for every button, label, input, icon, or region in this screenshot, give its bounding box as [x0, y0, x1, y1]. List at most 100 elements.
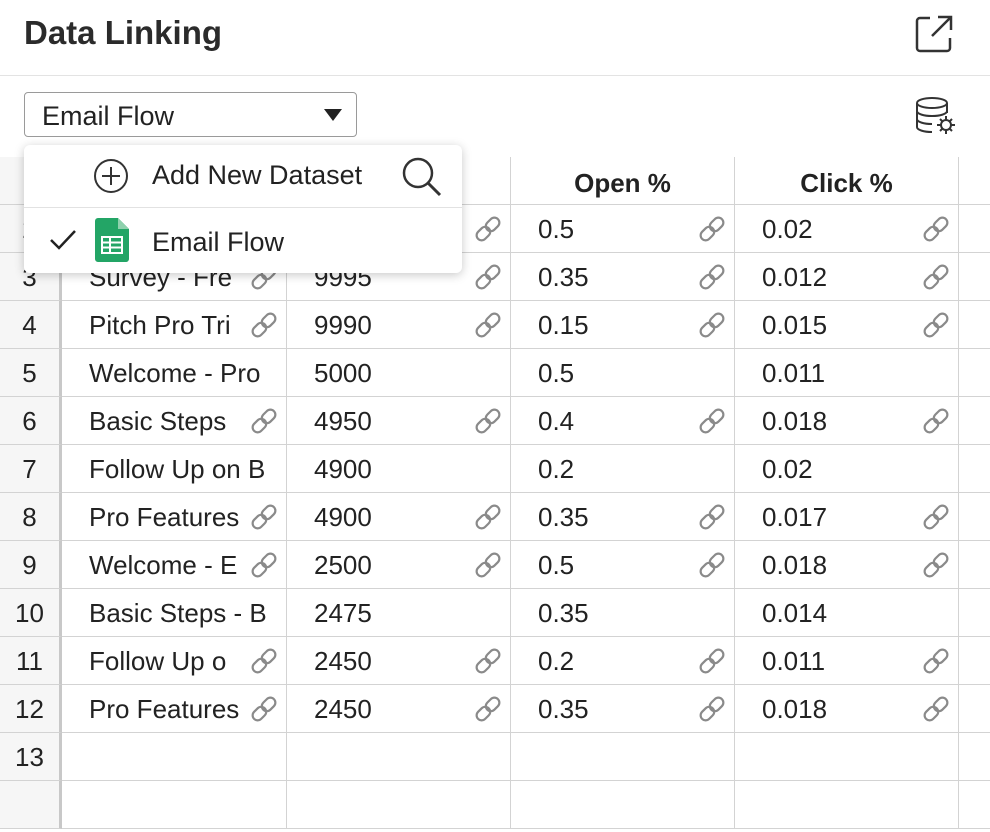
- link-icon[interactable]: [249, 694, 279, 724]
- link-icon[interactable]: [921, 310, 951, 340]
- link-icon[interactable]: [921, 214, 951, 244]
- link-icon[interactable]: [249, 550, 279, 580]
- data-cell[interactable]: 0.012: [735, 253, 959, 301]
- link-icon[interactable]: [249, 310, 279, 340]
- data-cell[interactable]: Pro Features: [62, 685, 287, 733]
- data-cell[interactable]: [511, 733, 735, 781]
- data-cell[interactable]: 2450: [287, 685, 511, 733]
- link-icon[interactable]: [473, 262, 503, 292]
- data-cell[interactable]: [959, 541, 990, 589]
- data-cell[interactable]: 0.15: [511, 301, 735, 349]
- link-icon[interactable]: [473, 214, 503, 244]
- data-cell[interactable]: 0.2: [511, 637, 735, 685]
- data-cell[interactable]: [62, 733, 287, 781]
- link-icon[interactable]: [473, 550, 503, 580]
- data-cell[interactable]: [511, 781, 735, 829]
- menu-item-add[interactable]: Add New Dataset: [24, 145, 462, 208]
- link-icon[interactable]: [697, 646, 727, 676]
- data-cell[interactable]: 0.35: [511, 685, 735, 733]
- link-icon[interactable]: [697, 694, 727, 724]
- link-icon[interactable]: [921, 262, 951, 292]
- data-cell[interactable]: [959, 493, 990, 541]
- link-icon[interactable]: [697, 550, 727, 580]
- data-cell[interactable]: 5000: [287, 349, 511, 397]
- data-cell[interactable]: 4900: [287, 445, 511, 493]
- link-icon[interactable]: [473, 406, 503, 436]
- link-icon[interactable]: [921, 406, 951, 436]
- data-cell[interactable]: 0.2: [511, 445, 735, 493]
- data-cell[interactable]: Welcome - Pro: [62, 349, 287, 397]
- data-cell[interactable]: 0.02: [735, 205, 959, 253]
- data-cell[interactable]: [959, 349, 990, 397]
- link-icon[interactable]: [697, 262, 727, 292]
- link-icon[interactable]: [473, 646, 503, 676]
- link-icon[interactable]: [921, 694, 951, 724]
- data-cell[interactable]: [959, 445, 990, 493]
- data-cell[interactable]: Pitch Pro Tri: [62, 301, 287, 349]
- data-cell[interactable]: 0.5: [511, 205, 735, 253]
- link-icon[interactable]: [249, 406, 279, 436]
- data-cell[interactable]: 0.011: [735, 637, 959, 685]
- data-cell[interactable]: [959, 637, 990, 685]
- database-settings-icon[interactable]: [914, 96, 958, 136]
- data-cell[interactable]: 9990: [287, 301, 511, 349]
- data-cell[interactable]: 2450: [287, 637, 511, 685]
- data-cell[interactable]: 4900: [287, 493, 511, 541]
- data-cell[interactable]: 0.018: [735, 541, 959, 589]
- data-cell[interactable]: [959, 781, 990, 829]
- column-header[interactable]: Click %: [735, 157, 959, 205]
- data-cell[interactable]: Follow Up on B: [62, 445, 287, 493]
- data-cell[interactable]: 2500: [287, 541, 511, 589]
- data-cell[interactable]: [735, 733, 959, 781]
- data-cell[interactable]: 0.5: [511, 349, 735, 397]
- data-cell[interactable]: [959, 301, 990, 349]
- data-cell[interactable]: [959, 733, 990, 781]
- link-icon[interactable]: [697, 406, 727, 436]
- search-icon[interactable]: [400, 157, 444, 197]
- link-icon[interactable]: [473, 310, 503, 340]
- data-cell[interactable]: [959, 253, 990, 301]
- data-cell[interactable]: [735, 781, 959, 829]
- data-cell[interactable]: 0.018: [735, 397, 959, 445]
- menu-item-dataset[interactable]: Email Flow: [24, 209, 462, 273]
- data-cell[interactable]: 2475: [287, 589, 511, 637]
- data-cell[interactable]: 0.35: [511, 253, 735, 301]
- link-icon[interactable]: [921, 550, 951, 580]
- link-icon[interactable]: [697, 310, 727, 340]
- column-header[interactable]: [959, 157, 990, 205]
- link-icon[interactable]: [249, 502, 279, 532]
- column-header[interactable]: Open %: [511, 157, 735, 205]
- data-cell[interactable]: Basic Steps - B: [62, 589, 287, 637]
- data-cell[interactable]: 0.018: [735, 685, 959, 733]
- data-cell[interactable]: 0.35: [511, 589, 735, 637]
- link-icon[interactable]: [921, 502, 951, 532]
- data-cell[interactable]: 0.017: [735, 493, 959, 541]
- open-external-icon[interactable]: [914, 14, 954, 54]
- data-cell[interactable]: [62, 781, 287, 829]
- data-cell[interactable]: [287, 781, 511, 829]
- data-cell[interactable]: [959, 589, 990, 637]
- data-cell[interactable]: 0.5: [511, 541, 735, 589]
- data-cell[interactable]: Pro Features: [62, 493, 287, 541]
- link-icon[interactable]: [473, 502, 503, 532]
- link-icon[interactable]: [249, 646, 279, 676]
- data-cell[interactable]: 0.015: [735, 301, 959, 349]
- data-cell[interactable]: Basic Steps: [62, 397, 287, 445]
- link-icon[interactable]: [697, 214, 727, 244]
- link-icon[interactable]: [473, 694, 503, 724]
- data-cell[interactable]: [959, 205, 990, 253]
- data-cell[interactable]: 4950: [287, 397, 511, 445]
- data-cell[interactable]: 0.02: [735, 445, 959, 493]
- data-cell[interactable]: Follow Up o: [62, 637, 287, 685]
- dataset-dropdown[interactable]: Email Flow: [24, 92, 357, 137]
- data-cell[interactable]: Welcome - E: [62, 541, 287, 589]
- link-icon[interactable]: [697, 502, 727, 532]
- data-cell[interactable]: 0.014: [735, 589, 959, 637]
- data-cell[interactable]: [287, 733, 511, 781]
- data-cell[interactable]: 0.4: [511, 397, 735, 445]
- link-icon[interactable]: [921, 646, 951, 676]
- data-cell[interactable]: [959, 685, 990, 733]
- data-cell[interactable]: 0.011: [735, 349, 959, 397]
- data-cell[interactable]: 0.35: [511, 493, 735, 541]
- data-cell[interactable]: [959, 397, 990, 445]
